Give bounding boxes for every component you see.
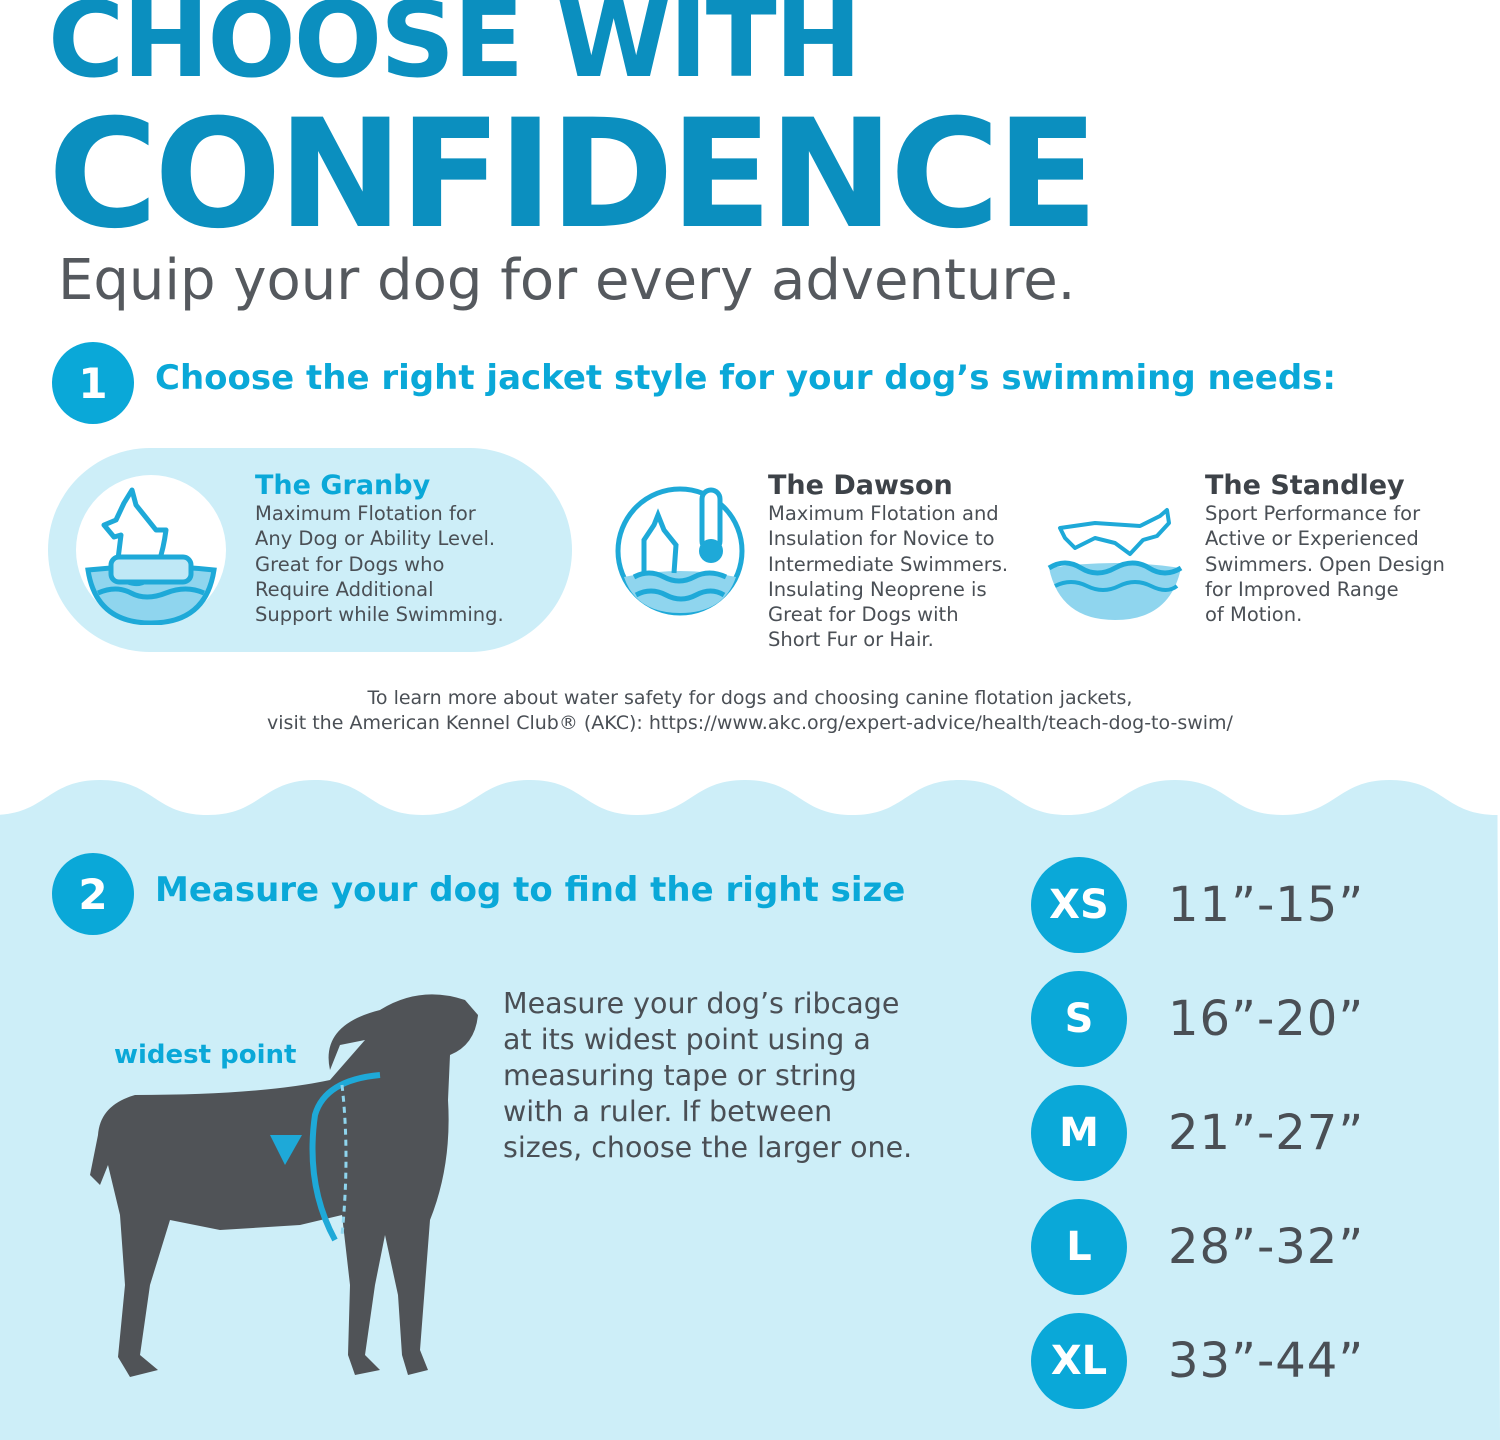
size-badge-xs: XS [1031, 857, 1127, 953]
step-2-heading: Measure your dog to find the right size [155, 870, 906, 910]
size-range: 11”-15” [1168, 877, 1365, 933]
dog-measurement-diagram [90, 994, 478, 1377]
jacket-card-standley[interactable] [1045, 488, 1185, 623]
akc-note-link[interactable]: visit the American Kennel Club® (AKC): h… [267, 712, 1233, 734]
dog-thermometer-icon [614, 485, 746, 617]
headline-line-2: CONFIDENCE [48, 88, 1098, 262]
size-range: 28”-32” [1168, 1219, 1365, 1275]
size-range: 33”-44” [1168, 1333, 1365, 1389]
step-2-badge: 2 [52, 853, 134, 935]
size-badge-l: L [1031, 1199, 1127, 1295]
akc-note-line-1: To learn more about water safety for dog… [367, 687, 1133, 709]
jacket-card-granby[interactable] [76, 475, 226, 626]
dog-silhouette-icon [90, 994, 478, 1377]
step-1-heading: Choose the right jacket style for your d… [155, 358, 1337, 398]
jacket-description: Maximum Flotation and Insulation for Nov… [768, 502, 1009, 652]
arrow-icon [270, 1135, 302, 1165]
subtitle: Equip your dog for every adventure. [58, 248, 1076, 313]
dog-floating-on-raft-icon [76, 475, 226, 626]
jacket-description: Sport Performance for Active or Experien… [1205, 502, 1445, 627]
widest-point-label: widest point [114, 1040, 297, 1070]
headline-line-1: CHOOSE WITH [48, 0, 862, 101]
size-range: 21”-27” [1168, 1105, 1365, 1161]
size-range: 16”-20” [1168, 991, 1365, 1047]
dog-leaping-over-water-icon [1045, 488, 1185, 623]
jacket-description: Maximum Flotation for Any Dog or Ability… [255, 502, 504, 627]
size-badge-s: S [1031, 971, 1127, 1067]
measure-instructions: Measure your dog’s ribcage at its widest… [503, 987, 913, 1164]
step-1-badge: 1 [52, 342, 134, 424]
jacket-card-dawson[interactable] [614, 485, 746, 617]
jacket-name: The Standley [1205, 470, 1405, 501]
size-badge-m: M [1031, 1085, 1127, 1181]
size-badge-xl: XL [1031, 1313, 1127, 1409]
jacket-name: The Granby [255, 470, 431, 501]
jacket-name: The Dawson [768, 470, 953, 501]
